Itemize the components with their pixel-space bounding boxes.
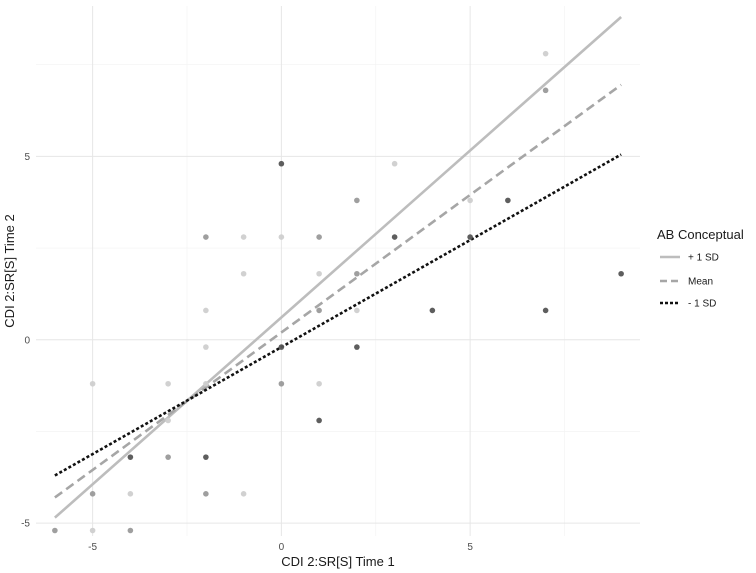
- x-tick-label: 0: [279, 542, 285, 553]
- legend-title: AB Conceptual: [657, 227, 744, 242]
- data-point: [165, 380, 171, 387]
- series-line: [54, 83, 622, 499]
- data-point: [165, 417, 171, 424]
- y-tick-label: 5: [24, 152, 30, 163]
- data-point: [542, 87, 549, 94]
- data-point: [52, 527, 58, 534]
- axis-ticks: -5 0 5 -5 0 5: [21, 152, 473, 553]
- data-point: [354, 344, 360, 350]
- data-point: [316, 380, 322, 387]
- series-line: [54, 16, 622, 519]
- data-point: [354, 270, 360, 277]
- data-point: [127, 454, 134, 460]
- data-point: [203, 234, 209, 240]
- y-tick-label: -5: [21, 519, 30, 530]
- data-point: [203, 454, 209, 460]
- data-point: [203, 307, 209, 314]
- data-point: [278, 234, 285, 240]
- data-point: [203, 491, 209, 497]
- series-line: [54, 153, 622, 477]
- data-point: [391, 234, 398, 240]
- data-point: [240, 234, 247, 240]
- data-point: [316, 307, 322, 314]
- x-axis-title: CDI 2:SR[S] Time 1: [281, 554, 394, 569]
- y-axis-title: CDI 2:SR[S] Time 2: [2, 214, 17, 327]
- data-point: [316, 234, 322, 240]
- legend-label: + 1 SD: [688, 253, 719, 264]
- data-point: [542, 307, 549, 314]
- data-point: [203, 380, 209, 387]
- data-point: [542, 50, 549, 57]
- x-tick-label: -5: [88, 542, 97, 553]
- data-point: [467, 234, 473, 240]
- grid: [36, 6, 640, 536]
- data-point: [467, 197, 473, 204]
- data-point: [316, 270, 322, 277]
- data-point: [203, 344, 209, 350]
- data-point: [354, 197, 360, 204]
- data-points: [52, 50, 624, 534]
- data-point: [391, 160, 398, 167]
- data-point: [89, 380, 96, 387]
- data-point: [278, 160, 285, 167]
- data-point: [127, 527, 134, 534]
- data-point: [89, 491, 96, 497]
- regression-lines: [54, 16, 622, 519]
- data-point: [505, 197, 511, 204]
- data-point: [316, 417, 322, 424]
- data-point: [165, 454, 171, 460]
- x-tick-label: 5: [467, 542, 473, 553]
- legend: AB Conceptual + 1 SD Mean - 1 SD: [657, 227, 744, 310]
- legend-label: - 1 SD: [688, 299, 716, 310]
- data-point: [240, 491, 247, 497]
- legend-label: Mean: [688, 277, 713, 288]
- data-point: [354, 307, 360, 314]
- data-point: [240, 270, 247, 277]
- y-tick-label: 0: [24, 335, 30, 346]
- data-point: [278, 344, 285, 350]
- data-point: [278, 380, 285, 387]
- data-point: [429, 307, 436, 314]
- data-point: [127, 491, 134, 497]
- data-point: [89, 527, 96, 534]
- data-point: [618, 270, 624, 277]
